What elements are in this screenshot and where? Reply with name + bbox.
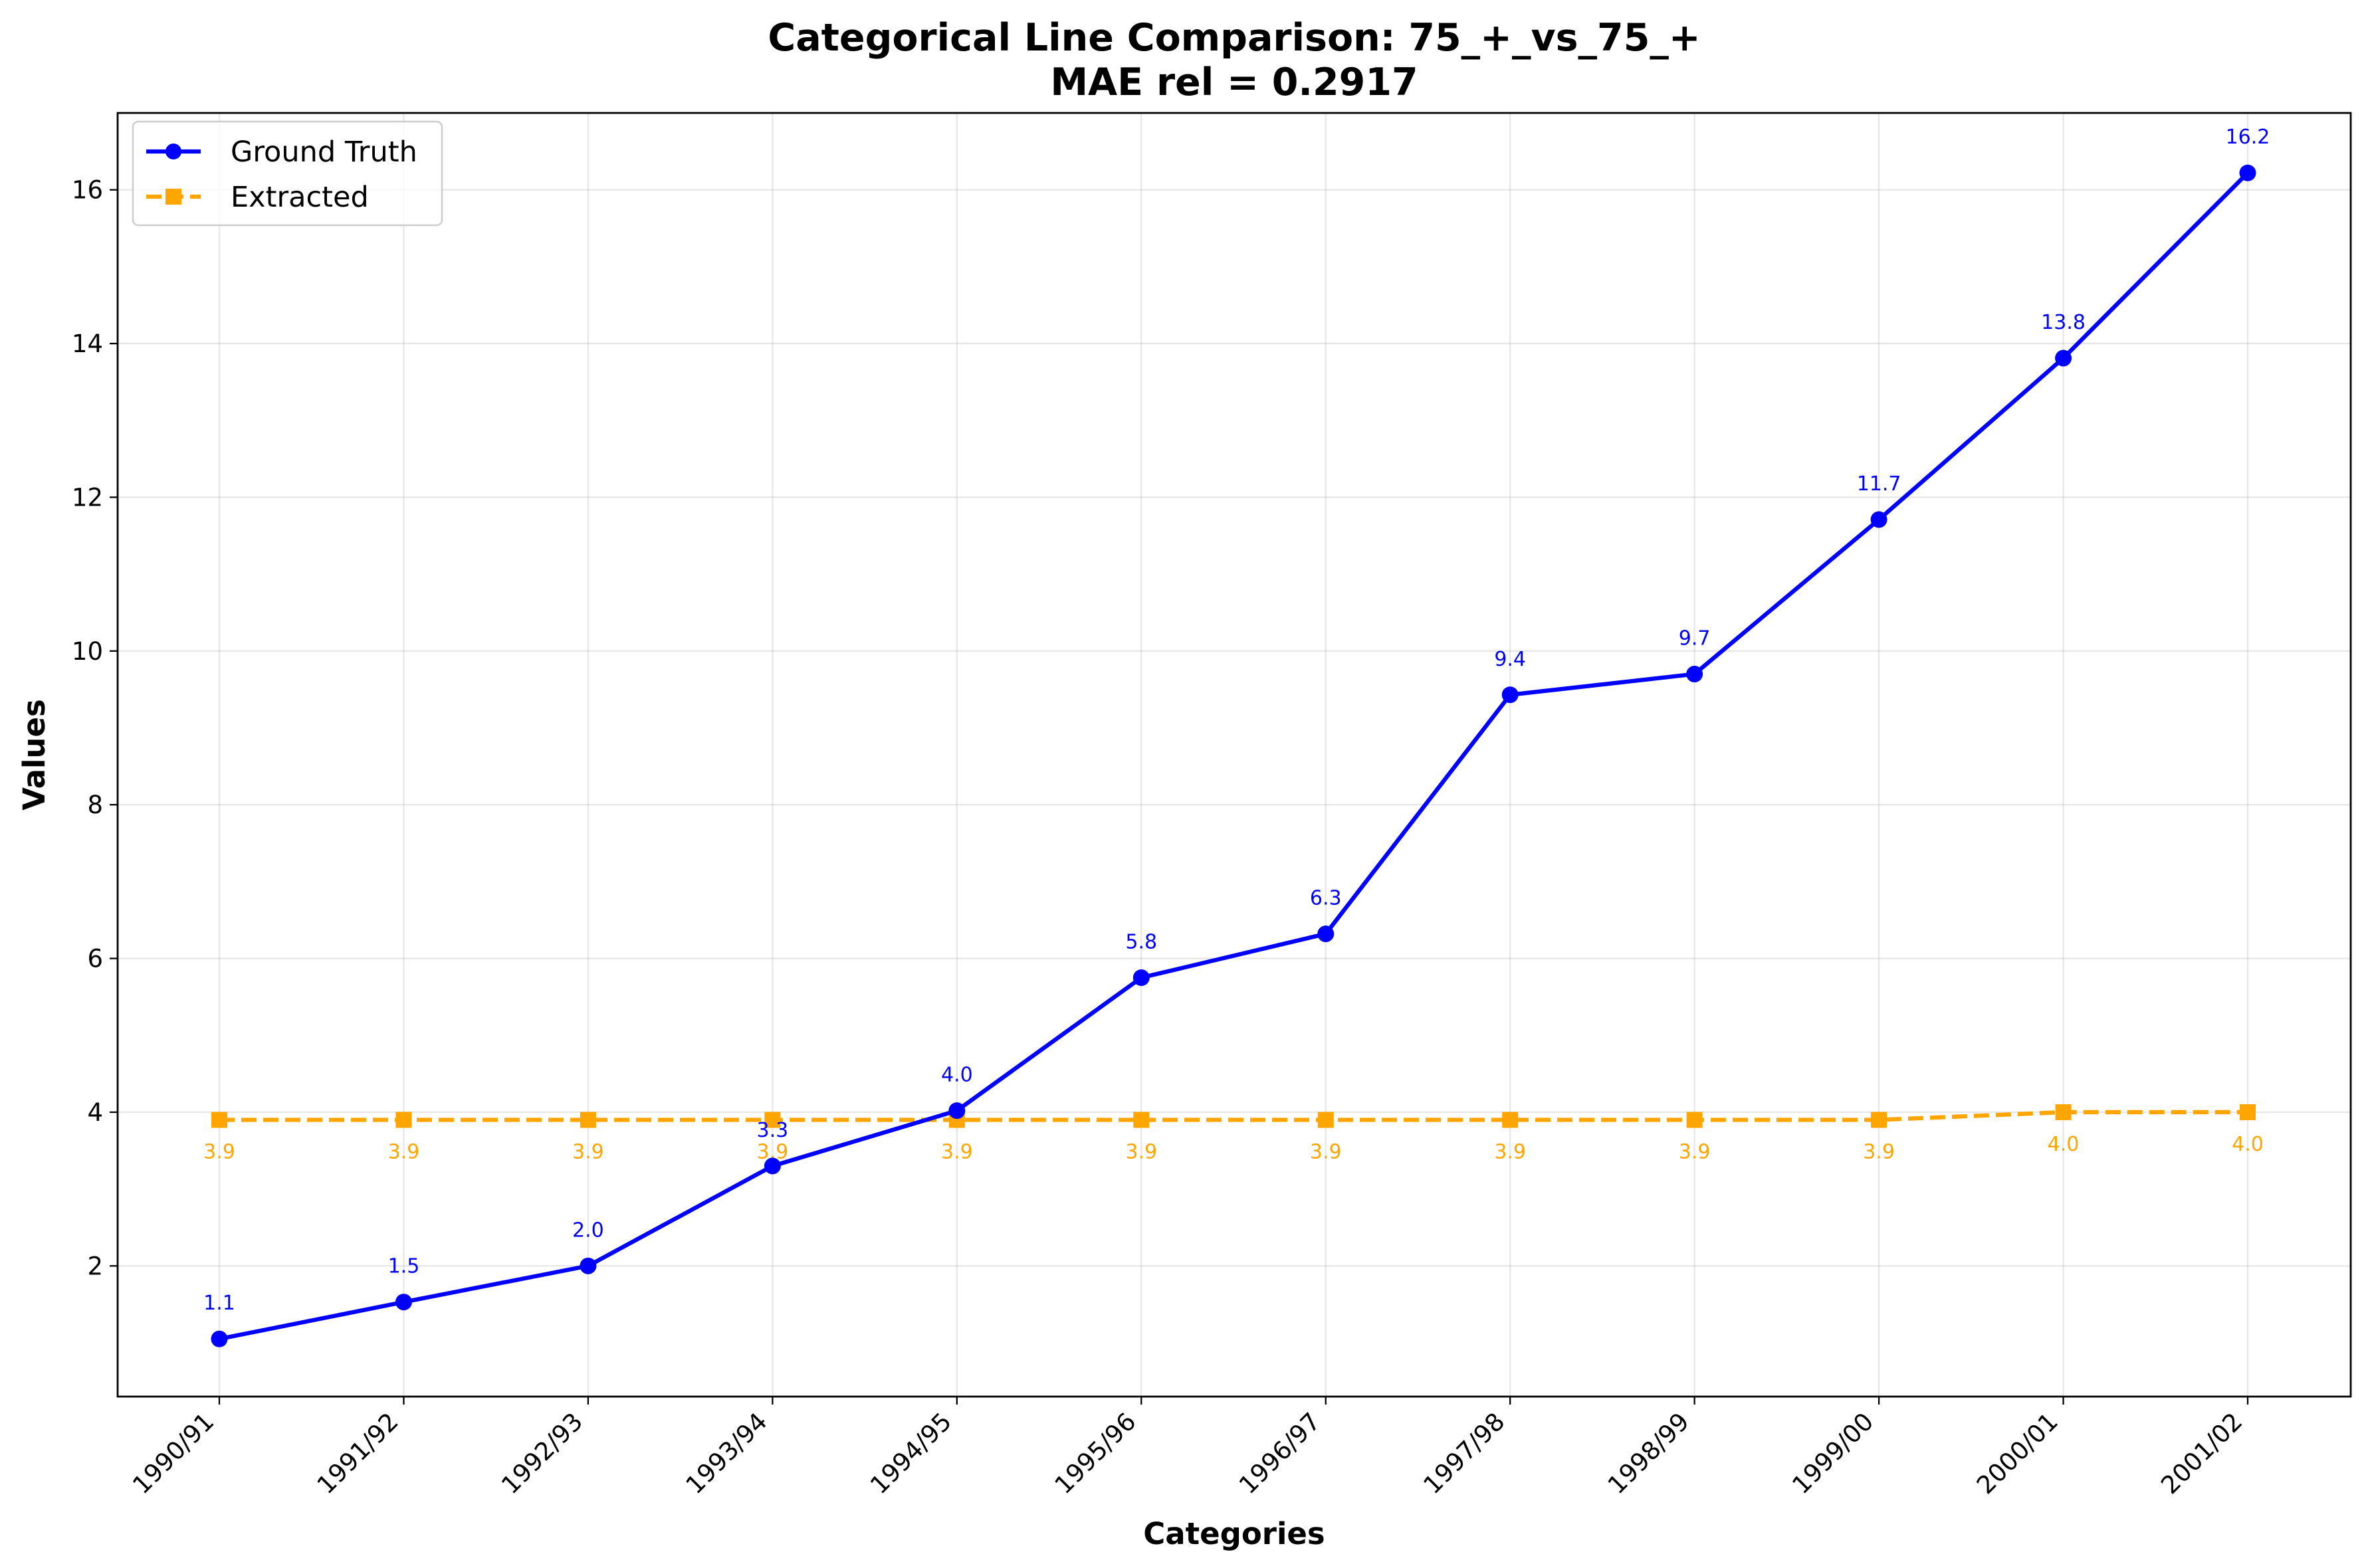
data-label: 3.9 bbox=[1679, 1141, 1711, 1164]
data-label: 11.7 bbox=[1857, 472, 1901, 496]
data-label: 9.7 bbox=[1679, 627, 1711, 650]
y-tick-label: 10 bbox=[72, 637, 103, 666]
data-label: 5.8 bbox=[1125, 930, 1157, 953]
data-point bbox=[764, 1157, 781, 1175]
x-tick-label: 1996/97 bbox=[1234, 1407, 1326, 1500]
data-point bbox=[1686, 666, 1703, 683]
plot-frame bbox=[116, 112, 2352, 1398]
data-label: 3.9 bbox=[941, 1141, 973, 1164]
data-point bbox=[211, 1112, 227, 1128]
data-label: 16.2 bbox=[2226, 126, 2270, 149]
data-point bbox=[1317, 1112, 1334, 1128]
x-tick-label: 1997/98 bbox=[1418, 1407, 1510, 1500]
y-tick-label: 6 bbox=[87, 945, 103, 973]
x-tick-label: 1991/92 bbox=[312, 1407, 404, 1500]
data-point bbox=[1132, 969, 1150, 986]
series-line bbox=[219, 171, 2250, 1341]
data-point bbox=[1871, 1112, 1887, 1128]
data-label: 3.9 bbox=[203, 1141, 235, 1164]
x-tick-label: 1999/00 bbox=[1786, 1407, 1879, 1500]
chart-title-line1: Categorical Line Comparison: 75_+_vs_75_… bbox=[768, 16, 1700, 60]
grid-layer bbox=[118, 113, 2351, 1397]
data-point bbox=[211, 1330, 228, 1347]
series-extracted: 3.9 3.9 3.9 3.9 3.9 3.9 3.9 3.9 3.9 3.9 4.0 4.0 bbox=[203, 1104, 2264, 1164]
data-label: 3.9 bbox=[388, 1141, 420, 1164]
legend-label-extracted: Extracted bbox=[231, 181, 369, 214]
data-point bbox=[764, 1112, 781, 1128]
series-ground-truth: 1.1 1.5 2.0 3.3 4.0 5.8 6.3 9.4 9.7 11.7 13.8 16.2 bbox=[203, 126, 2270, 1347]
data-label: 1.1 bbox=[203, 1292, 235, 1315]
legend-box bbox=[132, 120, 443, 227]
x-tick-label: 1995/96 bbox=[1049, 1407, 1142, 1500]
data-label: 13.8 bbox=[2041, 311, 2086, 334]
data-point bbox=[2055, 1104, 2072, 1120]
data-point bbox=[395, 1294, 412, 1311]
data-label: 4.0 bbox=[941, 1064, 973, 1087]
data-point bbox=[2240, 1104, 2256, 1120]
data-point bbox=[1133, 1112, 1150, 1128]
data-label: 4.0 bbox=[2048, 1133, 2080, 1156]
data-point bbox=[580, 1112, 596, 1128]
data-point bbox=[948, 1102, 966, 1120]
y-tick-label: 16 bbox=[72, 176, 103, 205]
data-label: 4.0 bbox=[2232, 1133, 2264, 1156]
data-label: 6.3 bbox=[1310, 887, 1342, 910]
x-tick-label: 1994/95 bbox=[865, 1407, 957, 1500]
data-point bbox=[395, 1112, 412, 1128]
data-label: 3.9 bbox=[1310, 1141, 1342, 1164]
x-tick-label: 1990/91 bbox=[127, 1407, 219, 1500]
data-label: 3.9 bbox=[1125, 1141, 1157, 1164]
data-point bbox=[2239, 164, 2256, 181]
data-label: 3.9 bbox=[1863, 1141, 1895, 1164]
series-layer: 3.9 3.9 3.9 3.9 3.9 3.9 3.9 3.9 3.9 3.9 4.0 4.01.11… bbox=[203, 126, 2270, 1347]
data-point bbox=[1317, 926, 1335, 943]
data-point bbox=[580, 1257, 597, 1274]
data-label: 9.4 bbox=[1494, 648, 1526, 671]
x-tick-label: 1993/94 bbox=[681, 1407, 773, 1500]
data-label: 3.9 bbox=[572, 1141, 604, 1164]
legend: Ground Truth Extracted bbox=[132, 120, 443, 227]
data-label: 3.9 bbox=[1494, 1141, 1526, 1164]
y-axis-label: Values bbox=[17, 699, 52, 811]
data-label: 1.5 bbox=[388, 1255, 420, 1278]
data-point bbox=[1870, 511, 1887, 528]
data-point bbox=[1686, 1112, 1703, 1128]
legend-marker-ground-truth bbox=[165, 144, 181, 159]
x-tick-label: 2000/01 bbox=[1971, 1407, 2064, 1500]
chart-title-line2: MAE rel = 0.2917 bbox=[1050, 60, 1418, 104]
legend-marker-extracted bbox=[165, 189, 181, 205]
y-tick-label: 14 bbox=[72, 330, 103, 358]
data-label: 3.3 bbox=[757, 1119, 789, 1142]
y-tick-label: 4 bbox=[87, 1098, 103, 1127]
x-tick-label: 1992/93 bbox=[496, 1407, 588, 1500]
x-tick-label: 1998/99 bbox=[1602, 1407, 1695, 1500]
data-point bbox=[2055, 349, 2072, 367]
data-point bbox=[1502, 1112, 1519, 1128]
y-tick-label: 12 bbox=[72, 483, 103, 512]
x-tick-label: 2001/02 bbox=[2155, 1407, 2248, 1500]
data-point bbox=[1501, 686, 1519, 704]
data-label: 2.0 bbox=[572, 1219, 604, 1242]
y-tick-label: 2 bbox=[87, 1252, 103, 1280]
series-line bbox=[219, 1110, 2248, 1122]
legend-label-ground-truth: Ground Truth bbox=[231, 136, 417, 169]
x-axis-label: Categories bbox=[1143, 1516, 1325, 1551]
y-tick-label: 8 bbox=[87, 791, 103, 819]
